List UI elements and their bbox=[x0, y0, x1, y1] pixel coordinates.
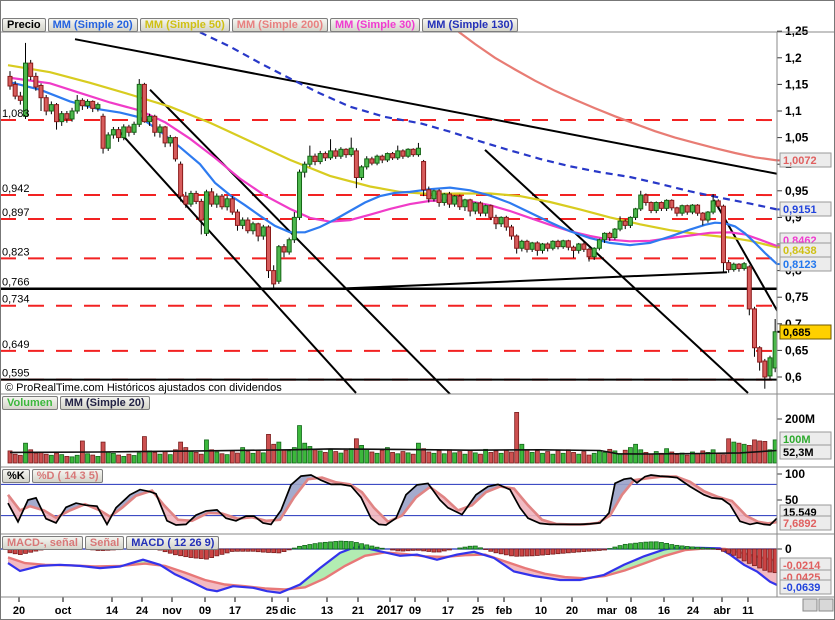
zoom-out-button[interactable] bbox=[802, 598, 818, 612]
svg-text:09: 09 bbox=[409, 605, 421, 617]
legend-chip-stoch-1[interactable]: %D ( 14 3 5) bbox=[31, 469, 104, 483]
zoom-in-button[interactable] bbox=[818, 598, 834, 612]
legend-chip-macd-2[interactable]: MACD ( 12 26 9) bbox=[126, 536, 220, 550]
svg-text:1,2: 1,2 bbox=[785, 51, 802, 65]
svg-text:0,942: 0,942 bbox=[2, 183, 30, 195]
svg-text:0,734: 0,734 bbox=[2, 294, 30, 306]
svg-text:1,083: 1,083 bbox=[2, 108, 30, 120]
svg-text:200M: 200M bbox=[785, 412, 815, 426]
svg-text:24: 24 bbox=[687, 605, 700, 617]
mm20-line bbox=[7, 80, 777, 265]
legend-chip-volume-1[interactable]: MM (Simple 20) bbox=[59, 396, 150, 410]
svg-text:mar: mar bbox=[597, 605, 618, 617]
svg-text:0,595: 0,595 bbox=[2, 368, 30, 380]
svg-text:1,0072: 1,0072 bbox=[783, 155, 817, 167]
svg-text:0,766: 0,766 bbox=[2, 277, 30, 289]
axis-zoom-buttons bbox=[802, 598, 834, 612]
svg-text:0,8123: 0,8123 bbox=[783, 259, 817, 271]
svg-text:0,75: 0,75 bbox=[785, 290, 809, 304]
svg-text:16: 16 bbox=[658, 605, 670, 617]
svg-text:nov: nov bbox=[162, 605, 182, 617]
svg-text:2017: 2017 bbox=[377, 603, 404, 617]
svg-text:abr: abr bbox=[713, 605, 731, 617]
time-axis: 20 oct 14 24 nov 09 17 25 dic 13 21 2017 09 17 25 feb 10… bbox=[0, 597, 835, 620]
svg-text:0,897: 0,897 bbox=[2, 207, 30, 219]
svg-text:50: 50 bbox=[785, 493, 799, 507]
trendlines bbox=[74, 38, 777, 394]
svg-text:100M: 100M bbox=[783, 434, 811, 446]
legend-chip-macd-0[interactable]: MACD-, señal bbox=[2, 536, 83, 550]
svg-text:25: 25 bbox=[266, 605, 278, 617]
svg-text:24: 24 bbox=[136, 605, 149, 617]
legend-chip-price-0[interactable]: Precio bbox=[2, 18, 46, 32]
price-legend-row: Precio MM (Simple 20) MM (Simple 50) MM (Si… bbox=[2, 18, 519, 32]
svg-text:0,823: 0,823 bbox=[2, 246, 30, 258]
legend-chip-volume-0[interactable]: Volumen bbox=[2, 396, 58, 410]
macd-histogram bbox=[7, 540, 777, 574]
svg-text:21: 21 bbox=[352, 605, 364, 617]
svg-text:20: 20 bbox=[13, 605, 25, 617]
svg-text:-0,0214: -0,0214 bbox=[783, 560, 821, 572]
svg-text:0,6: 0,6 bbox=[785, 370, 802, 384]
legend-chip-stoch-0[interactable]: %K bbox=[2, 469, 30, 483]
svg-text:0,9151: 0,9151 bbox=[783, 204, 817, 216]
legend-chip-macd-1[interactable]: Señal bbox=[84, 536, 125, 550]
svg-text:1,05: 1,05 bbox=[785, 131, 809, 145]
svg-text:17: 17 bbox=[442, 605, 454, 617]
legend-chip-price-3[interactable]: MM (Simple 200) bbox=[231, 18, 328, 32]
svg-text:0,649: 0,649 bbox=[2, 339, 30, 351]
svg-text:0,95: 0,95 bbox=[785, 184, 809, 198]
stochastic-plot bbox=[0, 474, 777, 527]
mm130-line bbox=[199, 32, 777, 211]
svg-text:7,6892: 7,6892 bbox=[783, 518, 817, 530]
legend-chip-price-1[interactable]: MM (Simple 20) bbox=[47, 18, 138, 32]
legend-chip-price-4[interactable]: MM (Simple 30) bbox=[329, 18, 421, 32]
svg-text:oct: oct bbox=[55, 605, 72, 617]
svg-text:1,25: 1,25 bbox=[785, 24, 809, 38]
svg-text:dic: dic bbox=[280, 605, 296, 617]
macd-legend-row: MACD-, señal Señal MACD ( 12 26 9) bbox=[2, 536, 220, 550]
support-resistance-levels bbox=[0, 119, 777, 381]
svg-text:1,1: 1,1 bbox=[785, 104, 802, 118]
svg-text:0,8438: 0,8438 bbox=[783, 245, 817, 257]
svg-text:-0,0639: -0,0639 bbox=[783, 582, 820, 594]
legend-chip-price-5[interactable]: MM (Simple 130) bbox=[422, 18, 519, 32]
svg-text:52,3M: 52,3M bbox=[783, 447, 814, 459]
stochastic-legend-row: %K %D ( 14 3 5) bbox=[2, 469, 104, 483]
svg-text:13: 13 bbox=[321, 605, 333, 617]
level-labels: 1,083 0,942 0,897 0,823 0,766 0,734 0,649 0,595 bbox=[2, 108, 30, 380]
legend-chip-price-2[interactable]: MM (Simple 50) bbox=[139, 18, 230, 32]
macd-axis: 0-0,0214-0,0425-0,0639 bbox=[777, 542, 832, 595]
svg-text:0,65: 0,65 bbox=[785, 343, 809, 357]
price-axis: 1,251,21,151,11,0510,950,90,850,80,750,7… bbox=[777, 24, 832, 384]
svg-text:25: 25 bbox=[472, 605, 484, 617]
svg-text:09: 09 bbox=[199, 605, 211, 617]
svg-text:© ProRealTime.com Históricos: © ProRealTime.com Históricos ajustados c… bbox=[5, 382, 282, 394]
svg-text:11: 11 bbox=[742, 605, 754, 617]
svg-text:1,15: 1,15 bbox=[785, 77, 809, 91]
volume-legend-row: Volumen MM (Simple 20) bbox=[2, 396, 150, 410]
candlestick-series bbox=[7, 42, 777, 389]
svg-text:17: 17 bbox=[229, 605, 241, 617]
svg-text:100: 100 bbox=[785, 467, 805, 481]
svg-text:10: 10 bbox=[535, 605, 547, 617]
svg-text:0: 0 bbox=[785, 542, 792, 556]
copyright-note: © ProRealTime.com Históricos ajustados c… bbox=[4, 381, 284, 396]
mm200-line bbox=[457, 32, 777, 162]
svg-text:0,685: 0,685 bbox=[783, 327, 811, 339]
svg-text:feb: feb bbox=[496, 605, 513, 617]
volume-ma-line bbox=[9, 448, 777, 455]
svg-text:20: 20 bbox=[566, 605, 578, 617]
svg-text:08: 08 bbox=[625, 605, 637, 617]
svg-text:14: 14 bbox=[106, 605, 119, 617]
